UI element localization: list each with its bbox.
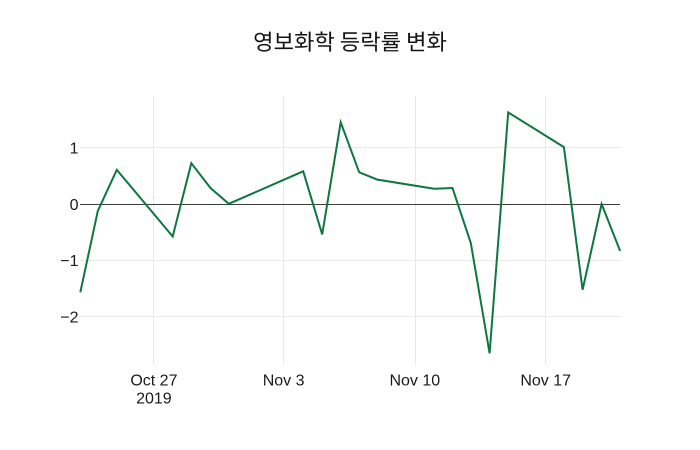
svg-text:Nov 17: Nov 17 — [520, 373, 571, 390]
svg-text:2019: 2019 — [136, 391, 172, 408]
svg-text:Nov 3: Nov 3 — [263, 373, 305, 390]
svg-text:−1: −1 — [60, 253, 78, 270]
svg-text:−2: −2 — [60, 309, 78, 326]
svg-text:Nov 10: Nov 10 — [389, 373, 440, 390]
svg-text:1: 1 — [70, 141, 79, 158]
svg-text:Oct 27: Oct 27 — [130, 373, 177, 390]
svg-text:0: 0 — [70, 197, 79, 214]
